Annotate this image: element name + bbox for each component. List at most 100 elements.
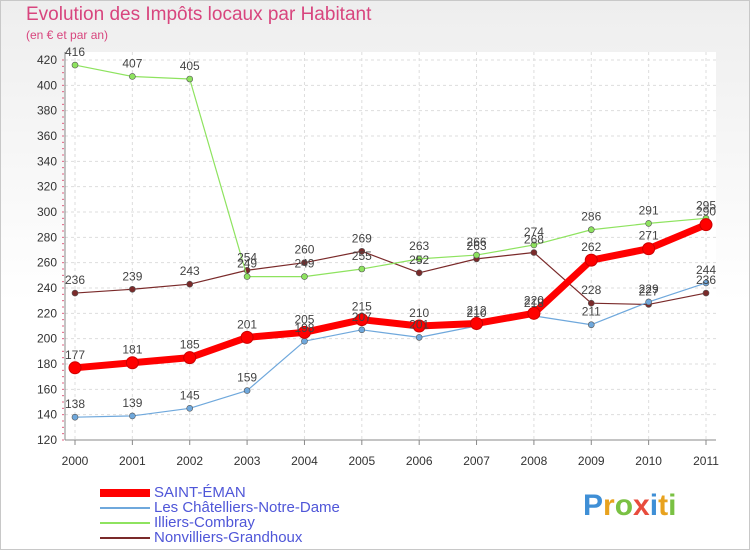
x-tick-label: 2006 (406, 454, 433, 468)
x-tick-label: 2011 (693, 454, 719, 468)
data-point (186, 405, 194, 412)
data-point (415, 269, 423, 277)
series-line-3 (74, 64, 707, 278)
data-point (642, 242, 656, 256)
data-label: 239 (122, 269, 142, 283)
data-point (71, 413, 79, 421)
data-label: 249 (237, 257, 257, 271)
data-label: 249 (294, 257, 314, 271)
y-tick-label: 240 (37, 281, 57, 295)
data-label: 177 (65, 348, 85, 362)
legend-label: Illiers-Combray (154, 514, 255, 531)
data-point (243, 387, 251, 394)
data-point (587, 321, 595, 329)
data-label: 181 (122, 343, 142, 357)
data-point (301, 273, 308, 280)
series-line-2 (74, 282, 707, 418)
data-point (473, 251, 480, 259)
y-tick-label: 140 (37, 408, 57, 422)
data-label: 252 (409, 253, 429, 267)
data-label: 286 (581, 210, 601, 224)
data-label: 220 (524, 293, 544, 307)
legend-swatch (100, 537, 150, 539)
y-tick-label: 180 (37, 357, 57, 371)
x-tick-label: 2004 (291, 454, 318, 468)
data-label: 271 (639, 229, 659, 243)
legend-label: Les Châtelliers-Notre-Dame (154, 499, 340, 516)
data-label: 405 (180, 59, 200, 73)
data-label: 201 (409, 317, 429, 331)
data-point (702, 289, 710, 297)
data-point (645, 220, 652, 227)
data-point (243, 273, 251, 280)
logo-letter: x (633, 489, 650, 522)
data-label: 244 (696, 263, 716, 277)
data-label: 268 (524, 233, 544, 247)
data-point (358, 326, 366, 334)
proxiti-logo: Proxiti (583, 486, 676, 526)
y-tick-label: 340 (37, 154, 57, 168)
data-point (702, 279, 710, 287)
data-label: 269 (352, 231, 372, 245)
data-point (186, 280, 194, 288)
y-tick-label: 120 (37, 433, 57, 447)
data-point (71, 289, 79, 297)
x-tick-label: 2010 (635, 454, 662, 468)
data-label: 138 (65, 397, 85, 411)
data-label: 218 (524, 296, 544, 310)
data-point (587, 226, 595, 234)
logo-letter: r (603, 489, 615, 522)
data-label: 228 (581, 283, 601, 297)
data-label: 210 (409, 306, 429, 320)
data-label: 215 (352, 300, 372, 314)
y-tick-label: 360 (37, 129, 57, 143)
data-label: 207 (352, 310, 372, 324)
y-tick-label: 380 (37, 104, 57, 118)
data-point (297, 325, 311, 339)
legend-swatch (100, 489, 150, 497)
data-label: 236 (696, 273, 716, 287)
data-point (183, 351, 197, 365)
data-label: 212 (467, 303, 487, 317)
data-point (358, 247, 366, 255)
series-line-1 (71, 221, 710, 372)
data-label: 295 (696, 198, 716, 212)
x-tick-label: 2003 (234, 454, 261, 468)
x-tick-label: 2000 (62, 454, 89, 468)
data-point (71, 61, 79, 69)
data-label: 210 (467, 306, 487, 320)
data-label: 254 (237, 250, 257, 264)
x-tick-label: 2009 (578, 454, 605, 468)
logo-letter: t (658, 489, 669, 522)
data-point (129, 285, 136, 293)
data-point (470, 316, 484, 330)
x-tick-label: 2002 (176, 454, 203, 468)
data-label: 236 (65, 273, 85, 287)
data-label: 201 (237, 317, 257, 331)
data-point (415, 334, 423, 341)
chart-title: Evolution des Impôts locaux par Habitant (26, 4, 372, 25)
data-point (129, 73, 136, 80)
data-label: 263 (467, 239, 487, 253)
logo-letter: i (668, 489, 677, 522)
data-point (301, 259, 308, 266)
data-label: 145 (180, 388, 200, 402)
y-tick-label: 280 (37, 230, 57, 244)
data-point (587, 299, 595, 307)
x-tick-label: 2008 (521, 454, 548, 468)
legend-swatch (100, 522, 150, 524)
data-label: 416 (65, 45, 85, 59)
data-point (125, 356, 139, 370)
data-label: 291 (639, 203, 659, 217)
data-point (584, 253, 598, 267)
series-line-4 (74, 250, 707, 306)
data-point (530, 249, 538, 256)
data-label: 263 (409, 239, 429, 253)
data-point (129, 412, 136, 420)
y-tick-label: 160 (37, 382, 57, 396)
data-point (186, 75, 194, 83)
legend-label: Nonvilliers-Grandhoux (154, 529, 303, 546)
y-tick-label: 400 (37, 78, 57, 92)
plot-area (65, 52, 716, 440)
